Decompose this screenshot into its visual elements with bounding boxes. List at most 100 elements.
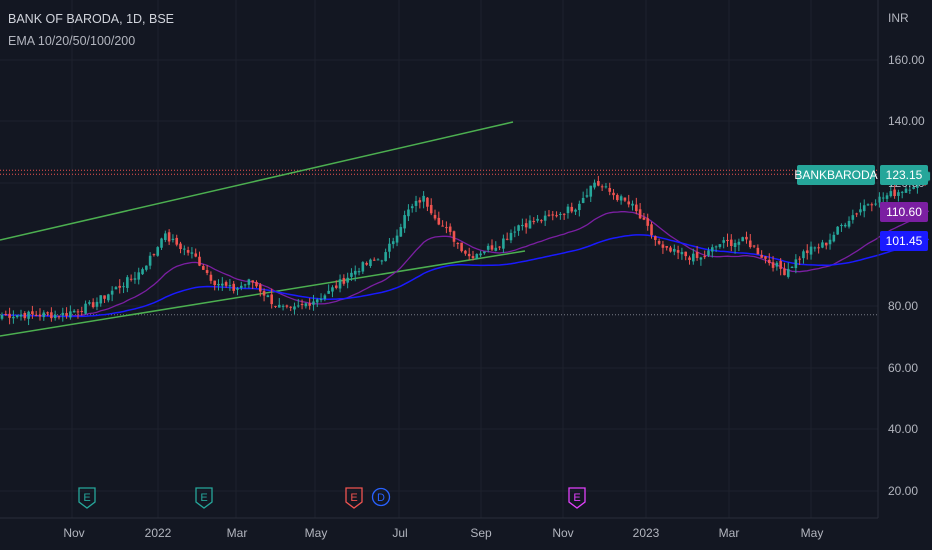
candle-body <box>737 241 741 245</box>
candle-body <box>889 191 893 197</box>
candle-body <box>350 272 353 277</box>
candle-body <box>205 270 209 273</box>
candle-body <box>315 299 319 303</box>
candle-body <box>566 206 570 214</box>
ema-lines <box>1 210 930 318</box>
last-price-badge: BANKBARODA 123.15 <box>794 165 928 185</box>
candle-body <box>171 238 175 241</box>
event-marker-earnings[interactable]: E <box>568 487 586 509</box>
candle-body <box>771 262 775 268</box>
candle-body <box>407 209 410 217</box>
candle-body <box>277 304 281 308</box>
candle-body <box>145 265 148 270</box>
candle-body <box>110 290 114 295</box>
indicator-legend[interactable]: EMA 10/20/50/100/200 <box>8 34 136 48</box>
candle-body <box>631 203 634 206</box>
candle-body <box>319 298 323 301</box>
candle-body <box>410 206 414 209</box>
candle-body <box>460 242 463 252</box>
candle-body <box>456 243 460 245</box>
candle-body <box>433 214 437 219</box>
candle-body <box>232 283 235 291</box>
candle-body <box>608 188 612 192</box>
candle-body <box>486 245 490 250</box>
candle-body <box>57 316 61 318</box>
channel-upper-line[interactable] <box>0 121 514 241</box>
candle-body <box>122 286 125 288</box>
candle-body <box>23 312 27 319</box>
candle-body <box>574 209 577 212</box>
candle-body <box>847 220 851 227</box>
event-marker-earnings[interactable]: E <box>195 487 213 509</box>
candle-body <box>798 258 801 260</box>
channel-lower-line[interactable] <box>0 250 526 337</box>
time-axis[interactable]: Nov 2022 Mar May Jul Sep Nov 2023 Mar May <box>63 526 823 540</box>
candle-body <box>729 239 733 246</box>
candle-body <box>224 282 228 286</box>
event-marker-dividend[interactable]: D <box>371 487 391 507</box>
candle-body <box>4 313 8 315</box>
candle-body <box>15 315 19 318</box>
candle-body <box>870 204 874 206</box>
candle-body <box>760 254 763 258</box>
price-tick-label: 160.00 <box>888 53 925 67</box>
candle-body <box>490 245 494 250</box>
candle-body <box>31 311 34 315</box>
candle-body <box>167 232 171 242</box>
event-marker-earnings[interactable]: E <box>345 487 363 509</box>
candle-body <box>8 313 11 318</box>
candle-body <box>692 253 695 262</box>
candle-body <box>441 225 444 227</box>
event-letter: E <box>350 492 357 504</box>
candle-body <box>517 225 520 231</box>
ema-fast-line <box>1 210 930 317</box>
candle-body <box>581 197 585 203</box>
candle-body <box>722 240 725 243</box>
candle-body <box>91 302 95 308</box>
candle-body <box>300 304 304 306</box>
earnings-icon <box>78 487 96 509</box>
candle-body <box>308 303 311 306</box>
candle-body <box>783 268 786 276</box>
candle-body <box>243 284 247 286</box>
candle-body <box>619 196 623 201</box>
candle-body <box>179 243 182 250</box>
candle-body <box>775 262 779 267</box>
candle-body <box>809 246 813 255</box>
candle-body <box>897 192 900 196</box>
candle-body <box>718 244 722 247</box>
trend-channel[interactable] <box>0 121 526 337</box>
candle-body <box>403 215 406 229</box>
candle-body <box>650 224 653 236</box>
candle-body <box>95 301 99 307</box>
candle-body <box>726 239 729 242</box>
chart-grid <box>0 0 878 518</box>
candle-body <box>551 214 555 216</box>
candle-body <box>414 200 418 206</box>
candle-body <box>437 217 441 225</box>
time-tick-label: May <box>801 526 824 540</box>
candle-body <box>604 186 608 188</box>
candle-body <box>103 295 106 299</box>
dividend-icon <box>371 487 391 507</box>
candle-body <box>141 269 144 275</box>
candle-body <box>395 235 399 243</box>
currency-label: INR <box>888 11 909 25</box>
event-marker-earnings[interactable]: E <box>78 487 96 509</box>
candle-body <box>338 279 342 289</box>
candle-body <box>164 233 167 240</box>
symbol-title[interactable]: BANK OF BARODA, 1D, BSE <box>8 12 175 26</box>
candle-body <box>281 305 285 307</box>
candle-body <box>312 301 315 305</box>
candle-body <box>72 310 76 313</box>
time-tick-label: Mar <box>227 526 248 540</box>
candle-body <box>186 250 190 253</box>
last-price-value-bg <box>880 165 928 185</box>
candle-body <box>426 197 429 207</box>
candle-body <box>304 303 308 307</box>
candle-body <box>42 312 46 318</box>
candle-body <box>904 188 908 193</box>
